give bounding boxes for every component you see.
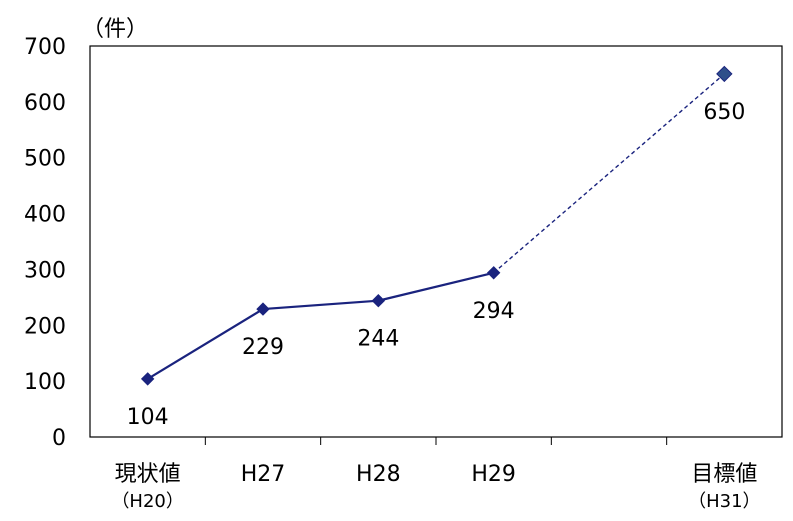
data-label: 294 <box>473 299 515 324</box>
x-category-label: H28 <box>356 462 401 487</box>
data-points <box>140 65 733 386</box>
x-category-label: 目標値 <box>691 462 757 487</box>
x-category-label: H29 <box>471 462 516 487</box>
y-tick-label: 200 <box>24 314 66 339</box>
data-label: 650 <box>703 100 745 125</box>
plot-area <box>89 45 783 438</box>
x-category-label: H27 <box>241 462 286 487</box>
y-tick-label: 0 <box>52 426 66 451</box>
data-point <box>256 302 270 316</box>
y-tick-label: 400 <box>24 203 66 228</box>
data-label: 229 <box>242 335 284 360</box>
data-label: 244 <box>357 327 399 352</box>
data-point-target <box>716 65 733 83</box>
series-line-actual <box>147 271 494 380</box>
data-point <box>140 372 155 386</box>
x-category-label: 現状値 <box>115 462 181 487</box>
series-line-target <box>493 73 725 274</box>
data-label: 104 <box>127 405 169 430</box>
y-tick-label: 600 <box>24 91 66 116</box>
y-axis: 0 100 200 300 400 500 600 700 <box>24 35 66 451</box>
y-tick-label: 300 <box>24 258 66 283</box>
x-axis: 現状値 （H20） H27 H28 H29 目標値 （H31） <box>111 437 761 512</box>
x-category-sublabel: （H20） <box>111 491 183 512</box>
y-tick-label: 500 <box>24 147 66 172</box>
series-lines <box>147 73 725 380</box>
y-tick-label: 100 <box>24 370 66 395</box>
data-labels: 104 229 244 294 650 <box>127 100 746 430</box>
data-point <box>486 266 501 280</box>
data-point <box>371 294 386 308</box>
unit-label: （件） <box>82 17 148 42</box>
y-tick-label: 700 <box>24 35 66 60</box>
x-category-sublabel: （H31） <box>688 491 760 512</box>
